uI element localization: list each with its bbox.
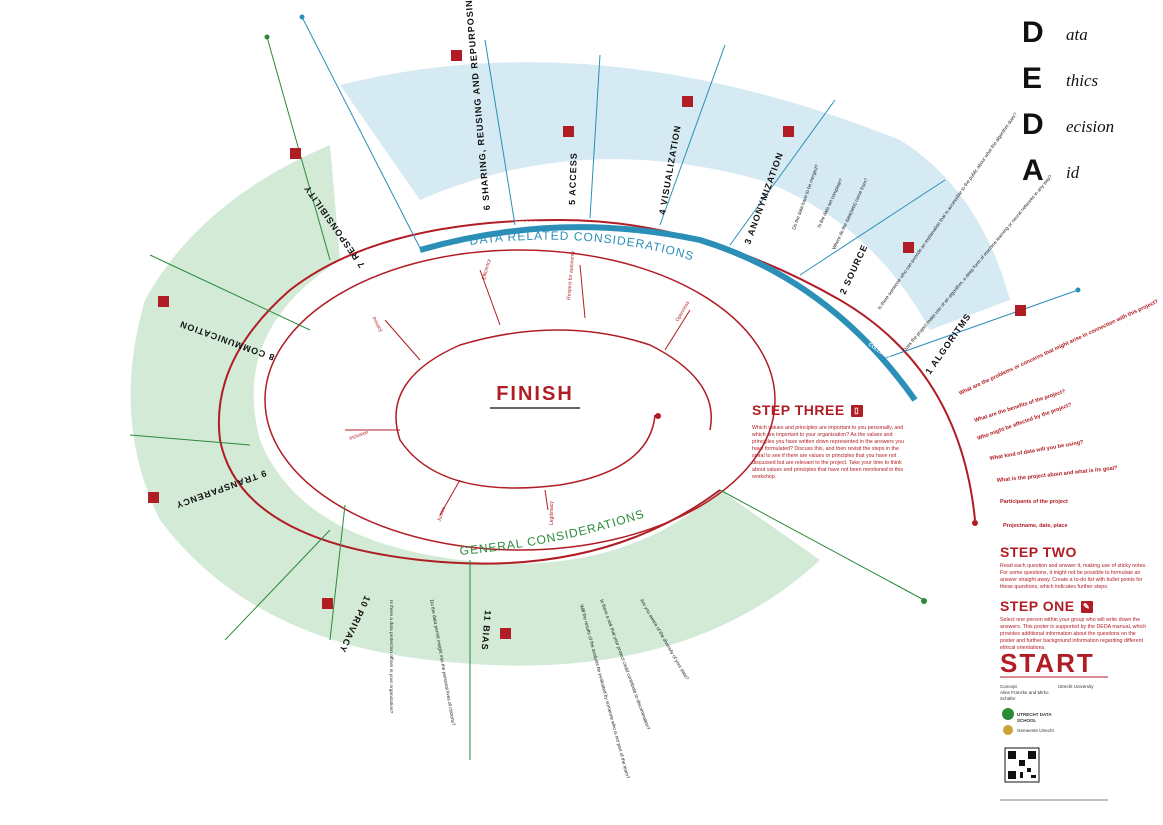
book-icon: ▯ [850, 405, 863, 418]
question-privacy-2: Is there a data protection officer in yo… [388, 600, 394, 714]
middle-spiral-ring [264, 249, 776, 551]
step-one-label: STEP ONE [1000, 598, 1075, 614]
brand-letter: D [1022, 108, 1044, 141]
credits-university: Utrecht University [1058, 684, 1094, 689]
step-three-text: Which values and principles are importan… [752, 425, 904, 480]
general-band [130, 145, 820, 666]
spiral-end-dot [655, 413, 661, 419]
green-line-end-dot [921, 598, 927, 604]
brand-letter: A [1022, 154, 1044, 187]
book-icon [682, 96, 693, 107]
qr-code [1004, 747, 1040, 783]
green-line-end-dot [264, 34, 270, 40]
section-source: 2 SOURCE [838, 243, 870, 296]
value-label: Efficiency [481, 258, 492, 281]
outer-spiral-line [217, 218, 976, 565]
start-label: START [1000, 648, 1095, 678]
logo-caption: Gemeente Utrecht [1017, 728, 1054, 733]
deda-brand: D ata E thics D ecision A id [1022, 10, 1152, 194]
start-question-4: What kind of data will you be using? [989, 439, 1084, 462]
brand-row: A id [1022, 148, 1152, 194]
book-icon [451, 50, 462, 61]
value-label: Legitimacy [549, 501, 555, 525]
value-label: Privacy [370, 316, 384, 334]
storing-label: STORING [515, 221, 538, 227]
start-question-5: What is the project about and what is it… [997, 465, 1119, 484]
book-icon [500, 628, 511, 639]
blue-line-end-dot [1075, 287, 1081, 293]
start-question-1: What are the problems or concerns that m… [958, 299, 1160, 397]
book-icon [903, 242, 914, 253]
value-spokes [345, 264, 691, 516]
step-one-title: STEP ONE ✎ [1000, 598, 1093, 614]
book-icon [158, 296, 169, 307]
logo-caption: UTRECHT DATA SCHOOL [1017, 712, 1052, 723]
brand-word: thics [1066, 71, 1099, 90]
data-related-arc [419, 224, 918, 402]
blue-radial-lines [301, 16, 1079, 361]
credits-concept-label: Concept [1000, 684, 1017, 689]
start-question-7: Projectname, date, place [1003, 523, 1068, 529]
brand-word: ecision [1066, 117, 1115, 136]
start-questions: What are the problems or concerns that m… [958, 299, 1160, 529]
blue-line-end-dot [299, 14, 305, 20]
brand-word: ata [1066, 25, 1088, 44]
value-label: Inclusion [349, 429, 370, 441]
section-access: 5 ACCESS [567, 152, 579, 205]
data-related-band [340, 62, 1010, 330]
brand-letter: E [1022, 62, 1043, 95]
brand-word: id [1066, 163, 1080, 182]
brand-row: E thics [1022, 56, 1152, 102]
start-dot [972, 520, 978, 526]
utrecht-data-school-logo [1002, 708, 1014, 720]
brand-row: D ata [1022, 10, 1152, 56]
section-bias: 11 BIAS [479, 610, 492, 651]
credits-authors: Aline Franzke and Mirko Schäfer [1000, 690, 1049, 701]
value-label: Respect for autonomy [566, 250, 576, 300]
book-icon [148, 492, 159, 503]
book-icon [563, 126, 574, 137]
book-icon [783, 126, 794, 137]
start-question-6: Participants of the project [1000, 499, 1068, 505]
book-icon [1015, 305, 1026, 316]
gemeente-logo [1003, 725, 1013, 735]
book-icon [290, 148, 301, 159]
brand-row: D ecision [1022, 102, 1152, 148]
inner-spiral-ring [395, 329, 712, 489]
section-icons [148, 50, 1026, 639]
start-question-2: What are the benefits of the project? [974, 389, 1067, 424]
step-one-text: Select one person within your group who … [1000, 617, 1147, 651]
book-icon [322, 598, 333, 609]
step-three-title: STEP THREE ▯ [752, 402, 863, 418]
value-label: Justice [436, 506, 447, 523]
step-two-title: STEP TWO [1000, 544, 1077, 560]
step-three-label: STEP THREE [752, 402, 845, 418]
using-label: USING [701, 249, 718, 259]
finish-label: FINISH [496, 383, 574, 405]
step-two-text: Read each question and answer it, making… [1000, 563, 1147, 590]
pencil-icon: ✎ [1080, 601, 1093, 614]
credits-concept: Concept Aline Franzke and Mirko Schäfer [1000, 684, 1050, 702]
brand-letter: D [1022, 16, 1044, 49]
